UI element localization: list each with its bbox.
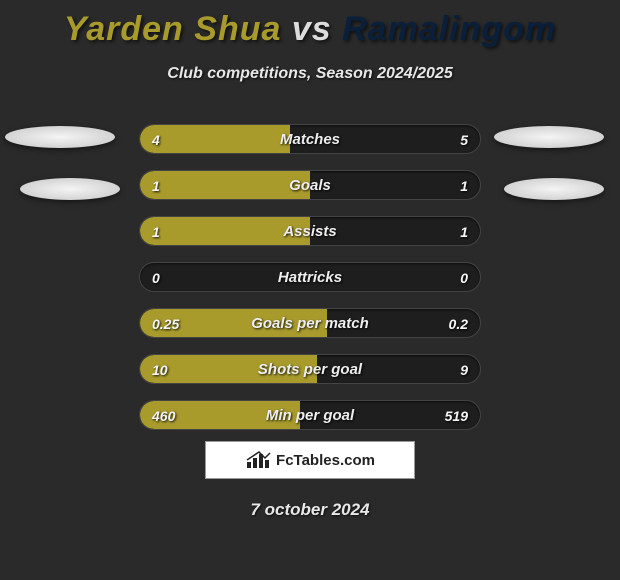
player1-name: Yarden Shua (64, 10, 282, 48)
stat-row: 460519Min per goal (139, 400, 481, 430)
stat-bar-left (140, 355, 317, 383)
branding-text: FcTables.com (276, 452, 375, 469)
stat-value-right: 0 (460, 263, 468, 292)
stat-bar-left (140, 125, 290, 153)
stat-row: 109Shots per goal (139, 354, 481, 384)
date-text: 7 october 2024 (0, 500, 620, 520)
stat-label: Hattricks (140, 263, 480, 292)
stat-bar-left (140, 309, 327, 337)
stat-bar-left (140, 401, 300, 429)
decorative-ellipse (5, 126, 115, 148)
stat-value-right: 0.2 (449, 309, 468, 338)
branding-chart-icon (245, 450, 271, 470)
stat-value-right: 1 (460, 217, 468, 246)
subtitle: Club competitions, Season 2024/2025 (0, 65, 620, 83)
player2-name: Ramalingom (342, 10, 556, 48)
stat-value-left: 0 (152, 263, 160, 292)
stat-value-right: 5 (460, 125, 468, 154)
stat-row: 45Matches (139, 124, 481, 154)
decorative-ellipse (504, 178, 604, 200)
decorative-ellipse (20, 178, 120, 200)
stat-row: 11Goals (139, 170, 481, 200)
stat-value-right: 1 (460, 171, 468, 200)
stat-bar-left (140, 171, 310, 199)
stat-row: 0.250.2Goals per match (139, 308, 481, 338)
branding-badge[interactable]: FcTables.com (205, 441, 415, 479)
stat-value-right: 519 (445, 401, 468, 430)
comparison-title: Yarden Shua vs Ramalingom (0, 0, 620, 49)
stat-value-right: 9 (460, 355, 468, 384)
stat-row: 11Assists (139, 216, 481, 246)
stat-bar-left (140, 217, 310, 245)
decorative-ellipse (494, 126, 604, 148)
stat-row: 0 0Hattricks (139, 262, 481, 292)
stats-container: 45Matches11Goals11Assists00Hattricks0.25… (139, 124, 481, 446)
vs-text: vs (292, 10, 332, 48)
